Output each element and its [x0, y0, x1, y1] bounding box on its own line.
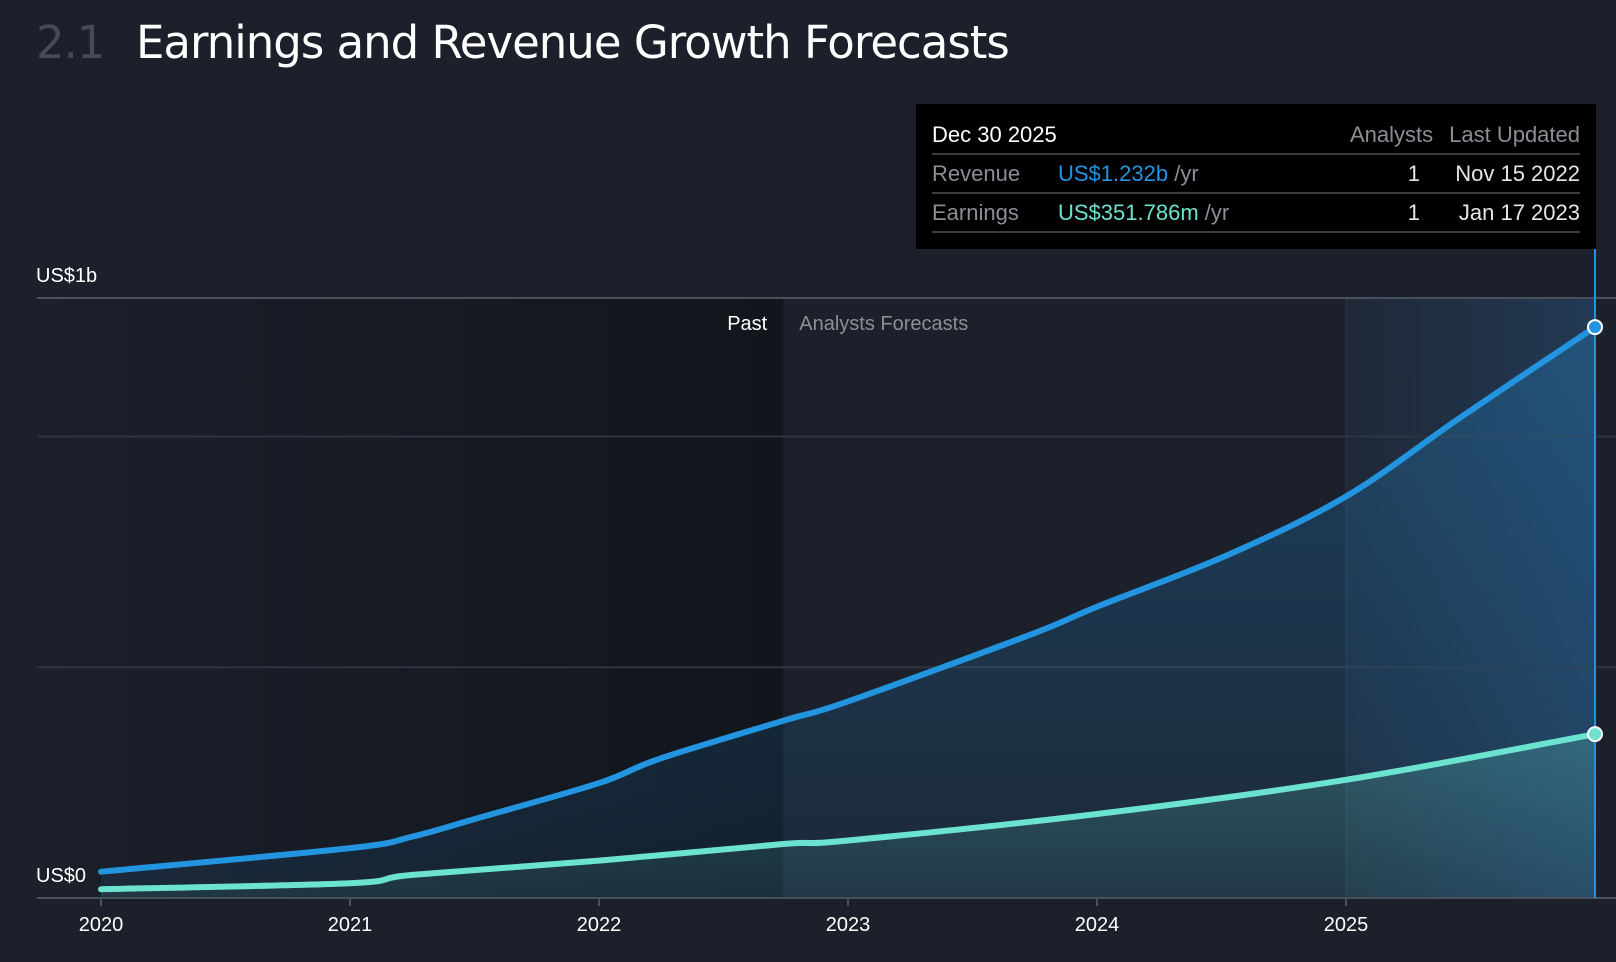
x-tick-label: 2020 [79, 914, 124, 936]
unit: /yr [1174, 160, 1199, 186]
earnings-hover-point [1587, 726, 1603, 743]
section-number: 2.1 [36, 15, 106, 69]
row-label: Revenue [932, 160, 1021, 186]
revenue-area [101, 327, 1595, 899]
revenue-hover-point [1587, 319, 1603, 336]
analysts-count: 1 [1407, 199, 1420, 225]
x-tick-label: 2023 [826, 914, 871, 936]
section-header: 2.1 Earnings and Revenue Growth Forecast… [36, 14, 1010, 70]
chart-tooltip: Dec 30 2025 Analysts Last Updated Revenu… [916, 104, 1596, 249]
tooltip-row-revenue: Revenue US$1.232b /yr 1 Nov 15 2022 [932, 155, 1580, 194]
tooltip-date: Dec 30 2025 [932, 121, 1057, 147]
earnings-area [101, 734, 1595, 898]
analysts-header: Analysts [1349, 121, 1434, 147]
x-tick-label: 2024 [1075, 914, 1120, 936]
x-tick-label: 2021 [328, 914, 373, 936]
last-updated-header: Last Updated [1449, 121, 1580, 147]
last-updated: Nov 15 2022 [1455, 160, 1580, 186]
x-tick-label: 2025 [1324, 914, 1369, 936]
y-label-top: US$1b [36, 265, 97, 287]
unit: /yr [1204, 199, 1230, 225]
revenue-value: US$1.232b [1058, 160, 1169, 186]
y-label-bottom: US$0 [36, 865, 86, 887]
row-label: Earnings [932, 199, 1019, 225]
earnings-value: US$351.786m [1058, 199, 1199, 225]
x-tick-label: 2022 [577, 914, 622, 936]
past-label: Past [727, 313, 767, 335]
revenue-line [98, 324, 1598, 875]
forecast-label: Analysts Forecasts [799, 313, 968, 335]
last-updated: Jan 17 2023 [1458, 199, 1580, 225]
analysts-count: 1 [1407, 160, 1420, 186]
earnings-line [98, 731, 1598, 893]
tooltip-row-earnings: Earnings US$351.786m /yr 1 Jan 17 2023 [932, 194, 1580, 233]
page-title: Earnings and Revenue Growth Forecasts [136, 15, 1010, 69]
tooltip-header: Dec 30 2025 Analysts Last Updated [932, 116, 1580, 155]
